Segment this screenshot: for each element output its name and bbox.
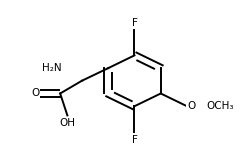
Text: O: O bbox=[186, 101, 194, 111]
Text: F: F bbox=[131, 135, 137, 145]
Text: OH: OH bbox=[59, 118, 75, 128]
Text: OCH₃: OCH₃ bbox=[206, 101, 233, 111]
Text: H₂N: H₂N bbox=[42, 63, 61, 73]
Text: F: F bbox=[131, 18, 137, 28]
Text: O: O bbox=[31, 89, 39, 98]
